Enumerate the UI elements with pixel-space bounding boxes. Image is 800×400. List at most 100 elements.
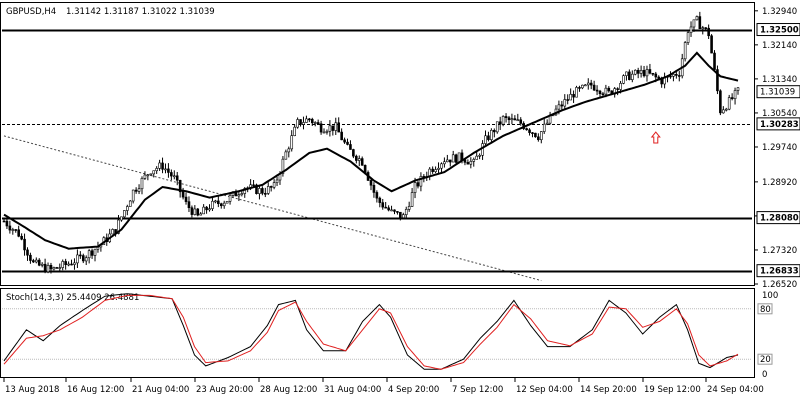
candle bbox=[29, 252, 32, 264]
candle bbox=[686, 29, 690, 46]
candle bbox=[222, 200, 226, 209]
price-tick-label: 1.29740 bbox=[762, 143, 797, 153]
candle-body bbox=[310, 118, 314, 124]
candle bbox=[396, 211, 399, 215]
candle-body bbox=[598, 90, 602, 95]
candles-layer bbox=[2, 11, 740, 274]
candle bbox=[349, 140, 352, 150]
candle bbox=[331, 125, 335, 136]
candle-body bbox=[410, 192, 414, 207]
candle bbox=[308, 117, 311, 123]
candle bbox=[146, 174, 150, 181]
candle bbox=[393, 209, 396, 215]
candle bbox=[128, 200, 132, 207]
downtrend-line bbox=[3, 135, 542, 282]
candle bbox=[595, 85, 599, 96]
candle-body bbox=[545, 122, 549, 125]
candle bbox=[589, 79, 593, 90]
candle-body bbox=[584, 84, 587, 87]
candle-body bbox=[645, 69, 649, 77]
candle-body bbox=[695, 16, 699, 21]
candle-body bbox=[669, 75, 672, 78]
candle bbox=[692, 19, 696, 32]
candle bbox=[539, 131, 543, 144]
candle bbox=[584, 84, 587, 87]
candle bbox=[73, 258, 76, 270]
candle bbox=[419, 172, 423, 192]
level-tag-label: 1.28080 bbox=[760, 214, 799, 224]
candle bbox=[2, 217, 6, 223]
price-tick-label: 1.32140 bbox=[762, 41, 797, 51]
candle-body bbox=[563, 99, 567, 107]
candle-body bbox=[648, 69, 652, 74]
candle bbox=[736, 87, 740, 95]
candle-body bbox=[378, 197, 382, 203]
candle-body bbox=[675, 73, 678, 76]
candle bbox=[55, 266, 59, 269]
candle-body bbox=[575, 87, 578, 98]
candle-body bbox=[181, 191, 185, 198]
candle-body bbox=[281, 158, 285, 174]
candle-body bbox=[631, 73, 634, 80]
time-tick-label: 14 Sep 20:00 bbox=[580, 385, 637, 395]
candle bbox=[228, 192, 232, 205]
candle-body bbox=[537, 136, 540, 141]
candle-body bbox=[161, 162, 164, 170]
candle-body bbox=[560, 104, 564, 107]
candle-body bbox=[466, 162, 470, 165]
candle-body bbox=[55, 267, 59, 269]
candle-body bbox=[404, 209, 408, 215]
candle-body bbox=[724, 108, 728, 111]
candle-body bbox=[628, 71, 631, 80]
candle-body bbox=[340, 131, 343, 141]
candle bbox=[730, 93, 734, 101]
candle-body bbox=[137, 188, 141, 192]
candle bbox=[49, 262, 53, 274]
candle-body bbox=[269, 186, 273, 188]
candle-body bbox=[32, 260, 35, 263]
time-tick-label: 16 Aug 12:00 bbox=[67, 385, 124, 395]
candle-body bbox=[14, 229, 18, 231]
candle-body bbox=[120, 216, 123, 221]
candle bbox=[32, 258, 35, 263]
candle-body bbox=[519, 119, 523, 124]
candle-body bbox=[387, 207, 390, 211]
candle-body bbox=[70, 263, 73, 266]
stoch-layer bbox=[2, 293, 752, 370]
level-tag-label: 1.26833 bbox=[760, 267, 799, 277]
candle bbox=[631, 70, 634, 83]
candle bbox=[134, 187, 138, 194]
candle-body bbox=[158, 162, 161, 169]
candle-body bbox=[167, 168, 170, 173]
candle-body bbox=[325, 130, 329, 133]
candle-body bbox=[126, 206, 129, 211]
candle bbox=[284, 149, 288, 160]
candle-body bbox=[604, 87, 608, 95]
candle-body bbox=[143, 174, 147, 179]
time-tick-label: 23 Aug 20:00 bbox=[196, 385, 253, 395]
candle bbox=[264, 187, 267, 198]
moving-average-line bbox=[3, 51, 739, 250]
candle bbox=[607, 86, 611, 93]
candle-body bbox=[727, 97, 731, 110]
candle-body bbox=[601, 93, 605, 96]
level-tag-box bbox=[756, 264, 800, 278]
stoch-series-main bbox=[3, 293, 739, 370]
candle bbox=[592, 80, 596, 92]
candle bbox=[648, 63, 652, 75]
candle bbox=[628, 69, 631, 81]
candle bbox=[67, 261, 70, 267]
candle bbox=[519, 117, 523, 126]
candle-body bbox=[219, 203, 223, 207]
candle bbox=[76, 249, 79, 269]
candle-body bbox=[152, 170, 156, 175]
stoch-tick-label: 100 bbox=[762, 291, 778, 301]
candle-body bbox=[478, 155, 481, 157]
candle bbox=[401, 212, 405, 219]
candle-body bbox=[23, 238, 26, 251]
candle-body bbox=[272, 182, 276, 188]
candle bbox=[275, 176, 279, 187]
candle-body bbox=[20, 235, 23, 240]
candle bbox=[23, 233, 26, 256]
